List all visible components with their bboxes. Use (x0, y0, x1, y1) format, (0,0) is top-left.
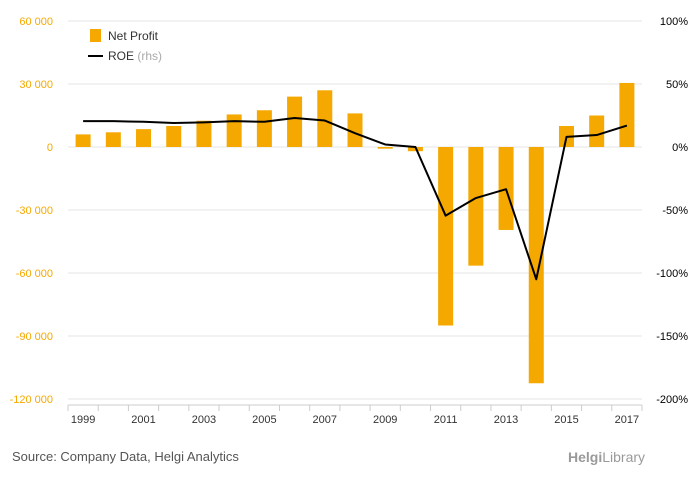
x-tick-label: 2013 (494, 414, 518, 426)
bar-net-profit (528, 147, 544, 384)
legend-label-roe-suffix: (rhs) (137, 49, 162, 63)
bar-net-profit (196, 120, 212, 147)
y-left-tick-label: -30 000 (16, 205, 53, 217)
bar-net-profit (377, 147, 393, 149)
x-tick-label: 2011 (434, 414, 458, 426)
bar-net-profit (438, 147, 454, 326)
y-right-tick-label: 50% (666, 79, 688, 91)
x-tick-label: 2003 (192, 414, 216, 426)
bar-net-profit (287, 96, 303, 147)
x-tick-label: 2017 (615, 414, 639, 426)
y-left-tick-label: 30 000 (19, 79, 53, 91)
bar-net-profit (347, 113, 363, 147)
y-left-tick-label: -120 000 (10, 394, 53, 406)
brand-library-text: Library (602, 449, 646, 465)
x-tick-label: 2005 (252, 414, 276, 426)
bar-net-profit (226, 114, 242, 147)
y-left-tick-label: 60 000 (19, 16, 53, 28)
bar-net-profit (256, 110, 272, 147)
brand-helgi-text: Helgi (568, 449, 603, 465)
source-note: Source: Company Data, Helgi Analytics (12, 449, 239, 464)
y-right-tick-label: 100% (660, 16, 688, 28)
x-tick-label: 2009 (373, 414, 397, 426)
bar-net-profit (105, 132, 121, 147)
x-tick-label: 2015 (554, 414, 578, 426)
y-right-tick-label: -50% (662, 205, 688, 217)
x-tick-label: 2007 (313, 414, 337, 426)
legend-label-net-profit: Net Profit (108, 29, 159, 43)
bar-layer (75, 82, 635, 384)
bar-net-profit (317, 90, 333, 147)
y-left-tick-label: 0 (47, 142, 53, 154)
bar-net-profit (468, 147, 484, 266)
y-right-tick-label: -100% (656, 268, 688, 280)
bar-net-profit (166, 126, 182, 147)
x-tick-label: 1999 (71, 414, 95, 426)
x-tick-label: 2001 (131, 414, 155, 426)
line-layer (83, 117, 628, 281)
line-roe (83, 117, 628, 281)
brand-logo: HelgiLibrary (568, 449, 645, 465)
legend-swatch-net-profit (90, 29, 101, 42)
bar-net-profit (136, 129, 152, 147)
bar-net-profit (589, 115, 605, 147)
bar-net-profit (619, 82, 635, 147)
bar-net-profit (75, 134, 91, 147)
y-left-tick-label: -60 000 (16, 268, 53, 280)
y-right-tick-label: -200% (656, 394, 688, 406)
legend: Net Profit ROE (rhs) (88, 29, 162, 63)
grid-layer (68, 20, 642, 400)
y-right-tick-label: -150% (656, 331, 688, 343)
y-left-tick-label: -90 000 (16, 331, 53, 343)
legend-label-roe: ROE (rhs) (108, 49, 162, 63)
axis-layer: 60 000 30 000 0 -30 000 -60 000 -90 000 -120 0… (10, 16, 689, 426)
y-right-tick-label: 0% (672, 142, 688, 154)
